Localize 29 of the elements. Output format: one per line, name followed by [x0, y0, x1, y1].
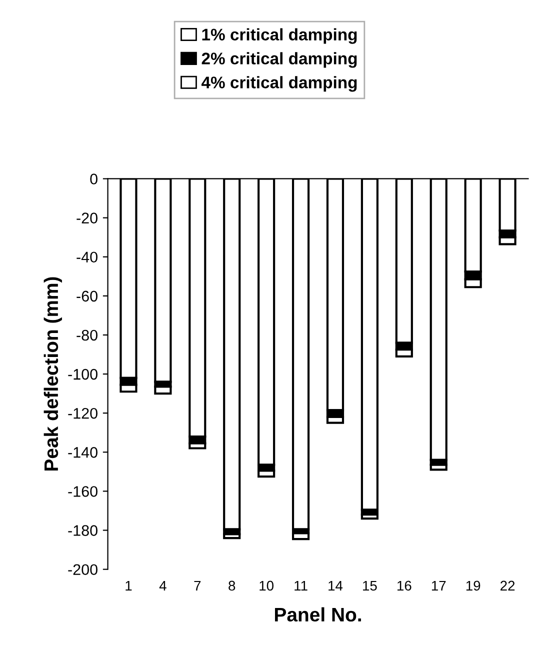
- x-tick-label: 19: [466, 580, 480, 591]
- y-axis-title: Peak deflection (mm): [44, 277, 62, 471]
- legend-label: 2% critical damping: [202, 52, 357, 68]
- y-tick-label: -100: [68, 368, 98, 380]
- x-tick-label: 15: [363, 580, 377, 591]
- x-axis-title: Panel No.: [275, 607, 361, 622]
- x-tick-label: 22: [500, 580, 515, 590]
- y-tick-label: -180: [68, 525, 98, 536]
- x-tick-label: 17: [432, 580, 446, 590]
- y-tick-label: -160: [68, 486, 98, 497]
- x-tick-label: 14: [328, 580, 343, 590]
- y-tick-label: -200: [68, 564, 98, 576]
- x-tick-label: 4: [159, 580, 166, 590]
- y-tick-label: -80: [76, 330, 98, 341]
- y-tick-label: -40: [76, 252, 98, 263]
- x-tick-label: 11: [294, 580, 308, 590]
- y-tick-label: -60: [76, 290, 98, 302]
- bar: [292, 532, 310, 540]
- x-tick-label: 1: [126, 580, 132, 590]
- y-tick-label: -20: [76, 212, 98, 224]
- x-tick-label: 10: [260, 580, 274, 591]
- x-tick-label: 7: [194, 580, 201, 590]
- legend-label: 1% critical damping: [202, 28, 357, 44]
- y-tick-label: 0: [90, 174, 98, 184]
- x-tick-label: 16: [397, 580, 412, 591]
- y-tick-label: -120: [68, 408, 98, 419]
- x-tick-label: 8: [228, 580, 236, 591]
- legend-label: 4% critical damping: [201, 76, 357, 92]
- y-tick-label: -140: [68, 447, 98, 458]
